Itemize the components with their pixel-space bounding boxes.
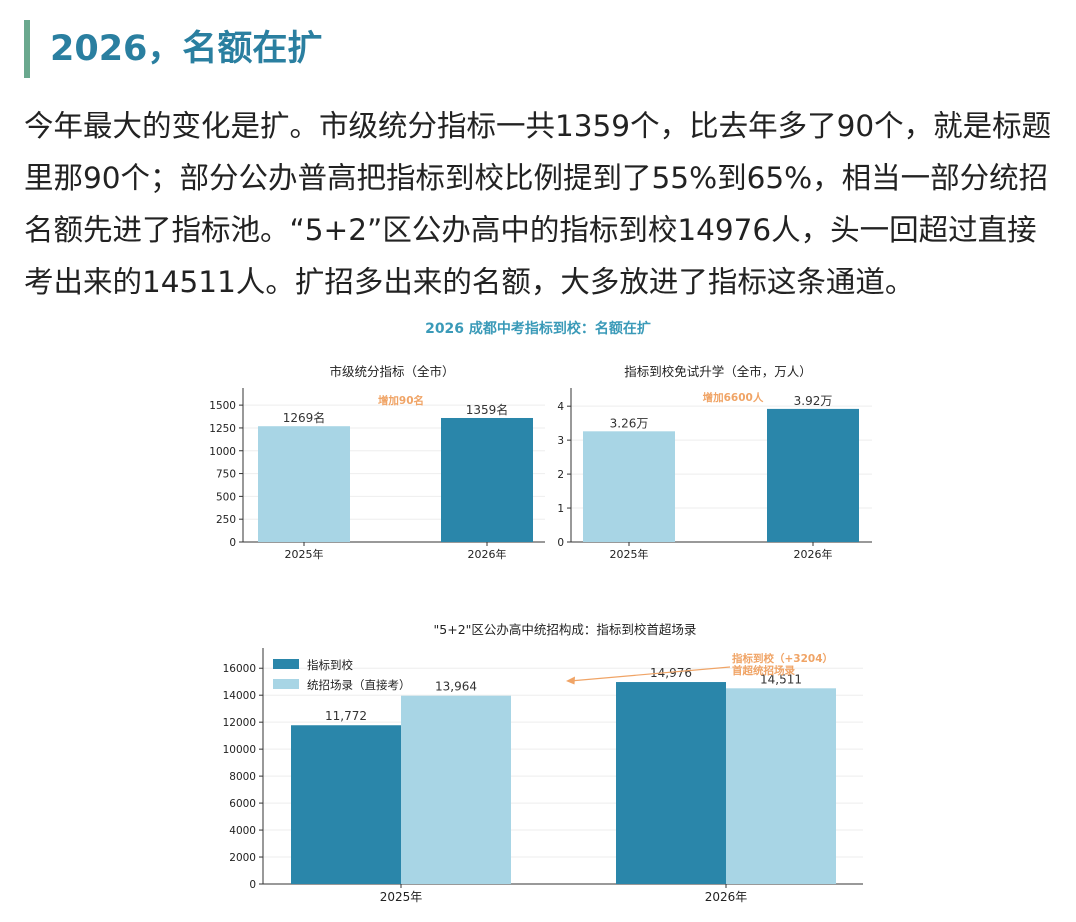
bar-value-label: 13,964 [435,680,477,694]
bar-value-label: 3.26万 [610,416,649,430]
chart-title: 市级统分指标（全市） [329,364,454,379]
bar-value-label: 1359名 [466,402,509,417]
y-tick-label: 0 [229,537,236,549]
y-tick-label: 3 [557,435,564,447]
y-tick-label: 14000 [223,690,256,702]
bar-2026年 [441,417,533,542]
bar-2025年 [583,431,675,542]
x-tick-label: 2025年 [380,890,423,904]
figure-title: 2026 成都中考指标到校：名额在扩 [425,321,651,337]
y-tick-label: 2 [557,469,564,481]
x-tick-label: 2026年 [794,547,833,561]
annotation-arrow [569,666,731,682]
y-tick-label: 750 [216,469,236,481]
page-title: 2026，名额在扩 [50,29,323,69]
y-tick-label: 16000 [223,663,256,675]
y-tick-label: 0 [249,879,256,891]
bar-2026年 [767,408,859,542]
y-tick-label: 1000 [209,446,236,458]
y-tick-label: 500 [216,491,236,503]
x-tick-label: 2025年 [285,547,324,561]
y-tick-label: 4000 [229,825,256,837]
chart-city-quota: 市级统分指标（全市） 0 250 500 750 1000 1250 1500 1269名 202… [209,364,545,561]
legend-label: 指标到校 [307,658,353,672]
bar-统招场录（直接考）-2025年 [401,695,511,884]
annotation: 增加6600人 [703,391,764,404]
legend-label: 统招场录（直接考） [307,678,411,692]
y-tick-label: 1250 [209,423,236,435]
y-tick-label: 0 [557,537,564,549]
chart-title: "5+2"区公办高中统招构成：指标到校首超场录 [434,622,697,637]
bar-value-label: 1269名 [283,410,326,425]
chart-title: 指标到校免试升学（全市，万人） [624,364,812,379]
chart-exam-free-admission: 指标到校免试升学（全市，万人） 0 1 2 3 4 3.26万 2025年 3.92万 2026年… [557,364,872,561]
section-heading: 2026，名额在扩 [24,20,1024,78]
y-tick-label: 6000 [229,798,256,810]
chart-district-enrollment: "5+2"区公办高中统招构成：指标到校首超场录 0 2000 4000 6000 8000… [223,622,863,904]
annotation-line: 指标到校（+3204） [732,652,833,665]
bar-value-label: 3.92万 [794,394,833,408]
y-tick-label: 8000 [229,771,256,783]
body-paragraph: 今年最大的变化是扩。市级统分指标一共1359个，比去年多了90个，就是标题里那9… [24,109,1052,299]
annotation: 增加90名 [378,394,424,407]
y-tick-label: 4 [557,401,564,413]
x-tick-label: 2026年 [468,547,507,561]
bar-value-label: 14,976 [650,666,692,680]
y-tick-label: 250 [216,514,236,526]
legend-swatch [273,679,299,689]
annotation-arrowhead [566,676,575,685]
y-tick-label: 10000 [223,744,256,756]
x-tick-label: 2025年 [610,547,649,561]
bar-指标到校-2026年 [616,682,726,884]
x-tick-label: 2026年 [705,890,748,904]
annotation-line: 首超统招场录 [732,664,795,677]
y-tick-label: 1500 [209,400,236,412]
bar-value-label: 14,511 [760,672,802,686]
bar-统招场录（直接考）-2026年 [726,688,836,884]
bar-指标到校-2025年 [291,725,401,884]
y-tick-label: 12000 [223,717,256,729]
bar-value-label: 11,772 [325,709,367,723]
legend-swatch [273,659,299,669]
y-tick-label: 2000 [229,852,256,864]
y-tick-label: 1 [557,503,564,515]
bar-2025年 [258,426,350,542]
